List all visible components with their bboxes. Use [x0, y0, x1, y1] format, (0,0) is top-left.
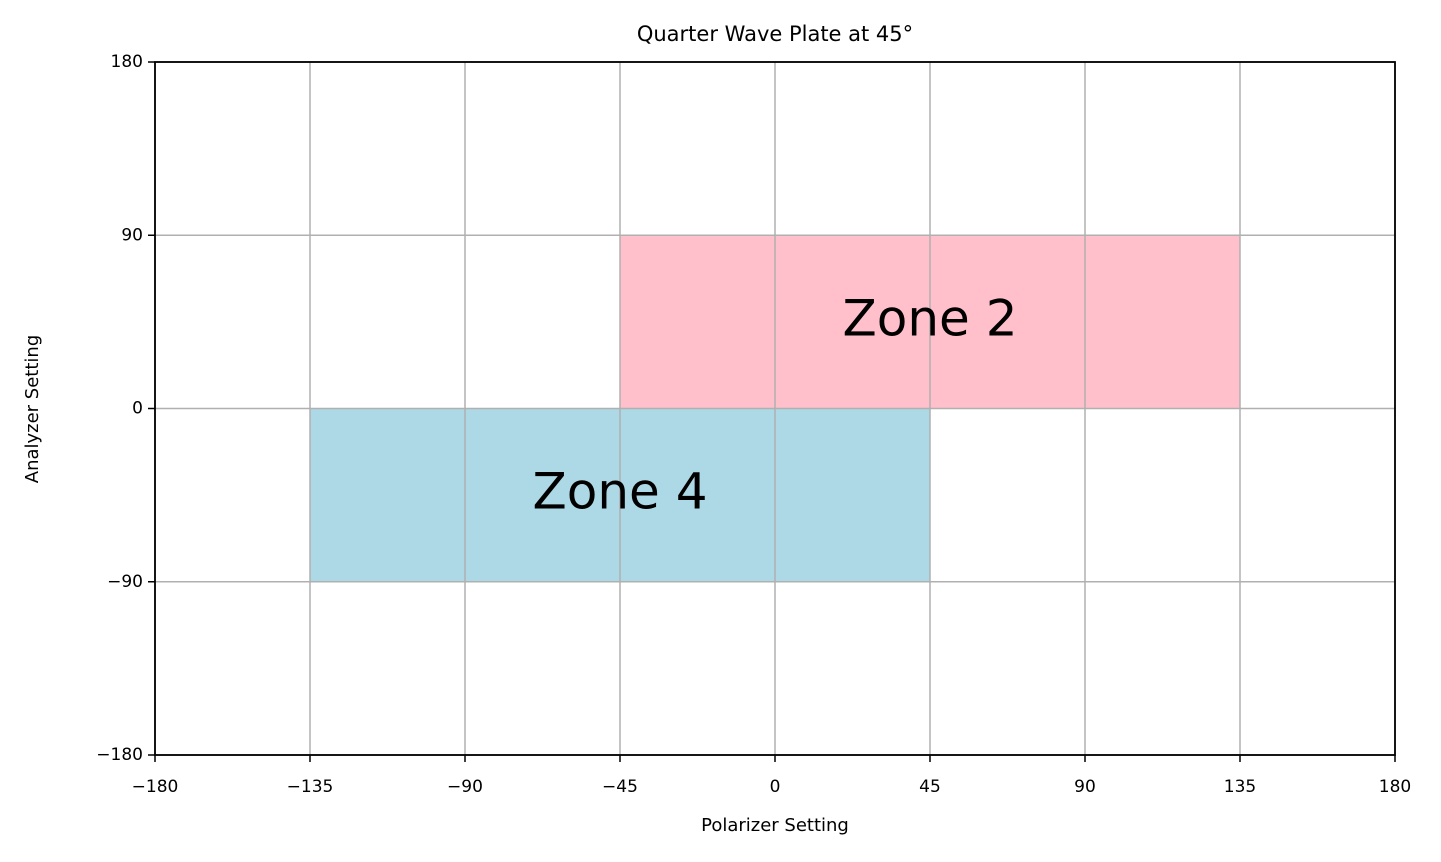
chart-title: Quarter Wave Plate at 45° — [637, 22, 913, 46]
y-tick-label: 0 — [132, 399, 143, 419]
x-tick-label: −45 — [602, 777, 638, 797]
plot-frame — [154, 61, 1396, 756]
x-tick-label: 135 — [1224, 777, 1256, 797]
y-tick-label: 90 — [121, 225, 143, 245]
y-axis-label: Analyzer Setting — [22, 335, 43, 484]
y-tick-label: 180 — [111, 52, 143, 72]
zone-label: Zone 4 — [533, 463, 708, 521]
y-tick-label: −90 — [107, 572, 143, 592]
x-tick-label: −180 — [132, 777, 179, 797]
zone-label: Zone 2 — [843, 289, 1018, 347]
x-tick-label: −90 — [447, 777, 483, 797]
x-tick-label: 45 — [919, 777, 941, 797]
y-tick-label: −180 — [96, 745, 143, 765]
x-tick-label: −135 — [287, 777, 334, 797]
x-tick-label: 90 — [1074, 777, 1096, 797]
x-axis-label: Polarizer Setting — [701, 815, 849, 836]
x-tick-label: 180 — [1379, 777, 1411, 797]
x-tick-label: 0 — [770, 777, 781, 797]
